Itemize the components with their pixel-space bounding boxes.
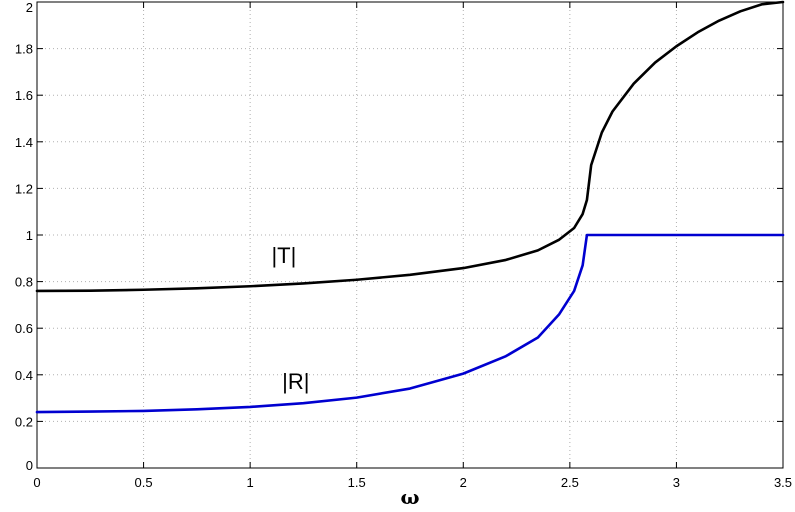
y-tick-label: 0.6 [15,321,33,336]
y-tick-label: 0 [26,458,33,473]
y-tick-label: 0.2 [15,414,33,429]
series-group [35,0,785,414]
x-tick-label: 1 [247,475,254,490]
x-tick-label: 3.5 [774,475,792,490]
y-tick-label: 1 [26,228,33,243]
y-tick-label: 2 [26,0,33,15]
grid [37,2,783,468]
y-tick-label: 1.4 [15,135,33,150]
y-tick-label: 1.8 [15,42,33,57]
y-tick-label: 1.6 [15,88,33,103]
series-label-T: |T| [271,243,296,268]
x-axis-label: ω [400,485,419,509]
series-label-R: |R| [282,369,309,394]
x-tick-label: 0.5 [135,475,153,490]
series-line-T [35,0,785,293]
x-tick-label: 1.5 [348,475,366,490]
y-tick-label: 0.4 [15,368,33,383]
x-tick-label: 0 [33,475,40,490]
annotations: |T| |R| [271,243,309,394]
x-tick-label: 3 [673,475,680,490]
x-tick-label: 2.5 [561,475,579,490]
series-line-R [35,233,785,414]
tick-labels: 0 0.5 1 1.5 2 2.5 3 3.5 0 0.2 0.4 0.6 0.8 1 1.2 1.4 1.6 1… [15,0,792,490]
x-tick-label: 2 [460,475,467,490]
y-tick-label: 0.8 [15,275,33,290]
y-tick-label: 1.2 [15,181,33,196]
